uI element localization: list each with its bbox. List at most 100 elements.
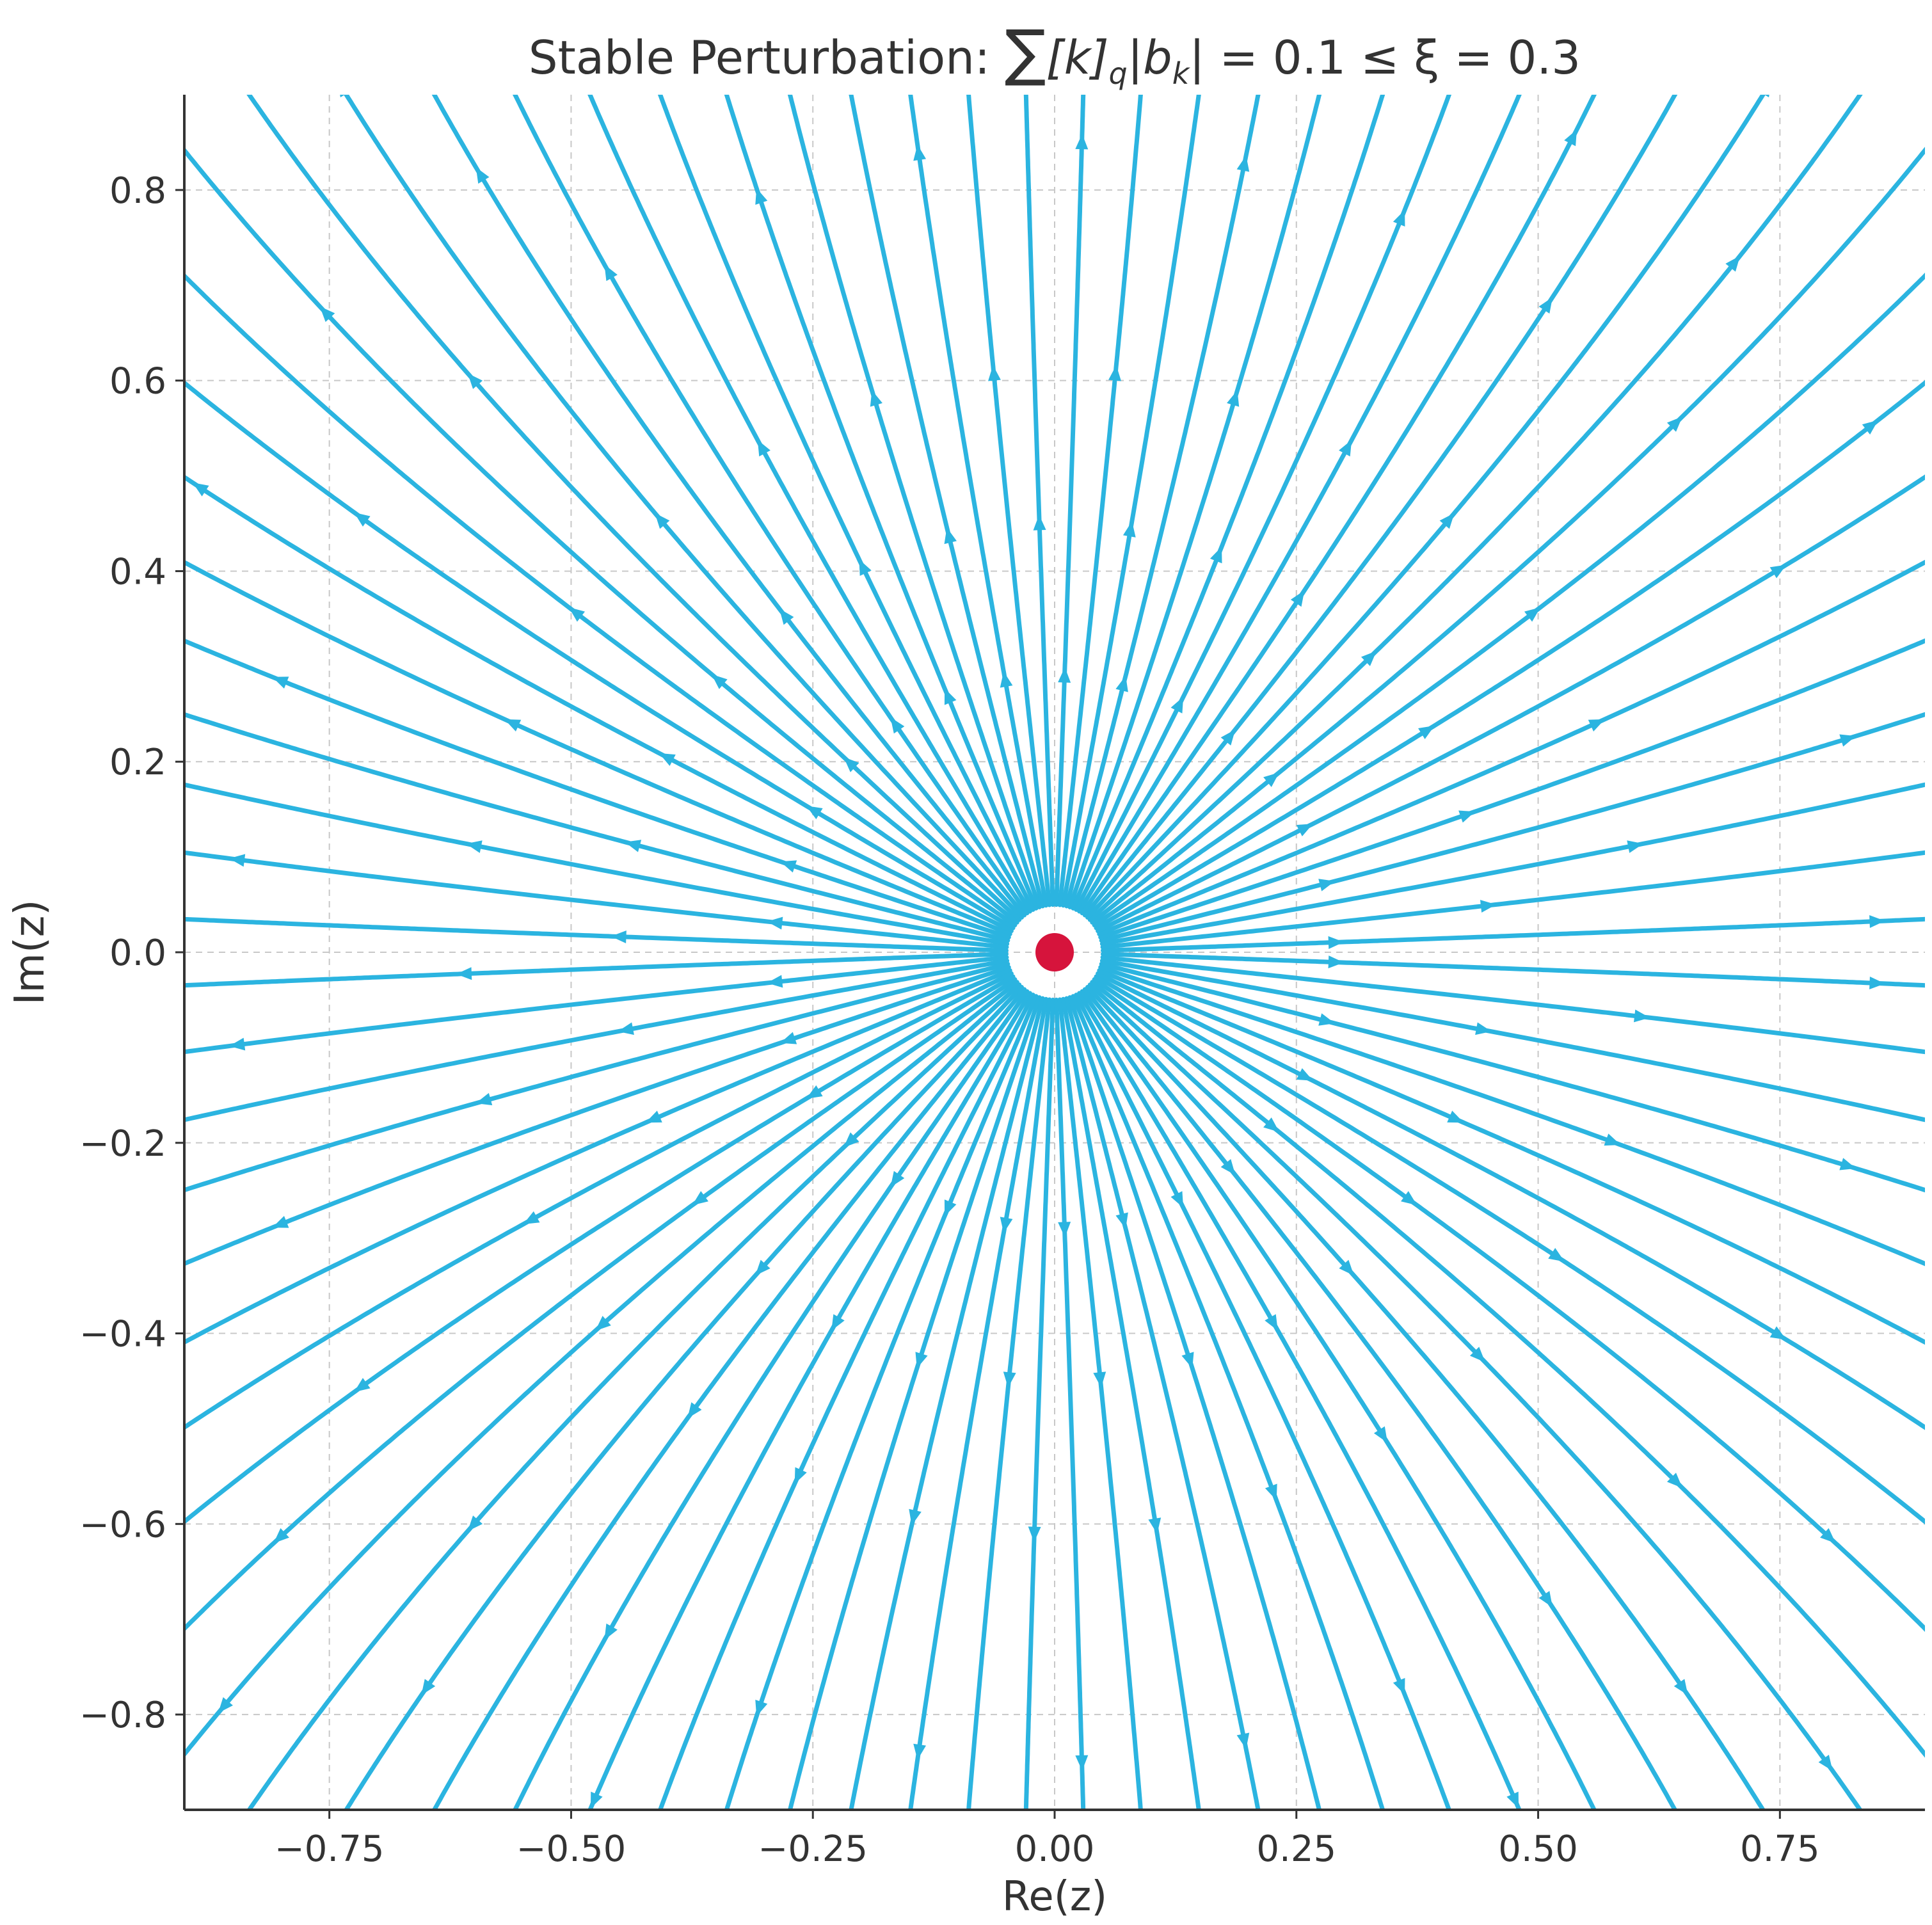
streamline — [849, 95, 1045, 909]
stream-arrow — [229, 854, 246, 867]
stream-arrow — [1564, 129, 1577, 147]
stream-arrow — [1869, 976, 1885, 989]
stream-arrow — [272, 1216, 289, 1228]
streamline — [657, 95, 1035, 912]
stream-arrow — [1328, 955, 1344, 969]
stream-arrow — [272, 676, 289, 689]
y-tick-label: −0.8 — [79, 1695, 166, 1736]
y-tick-label: 0.4 — [109, 551, 166, 593]
chart-title: Stable Perturbation: ∑[k]q|bk| = 0.1 ≤ ξ… — [529, 17, 1581, 91]
streamline — [1092, 273, 1925, 927]
stream-arrow — [319, 306, 335, 323]
stream-arrow — [1093, 1371, 1106, 1388]
y-tick-label: −0.2 — [79, 1123, 166, 1165]
streamlines — [159, 95, 1925, 1810]
streamline — [587, 95, 1032, 914]
y-tick-label: 0.6 — [109, 361, 166, 403]
stream-arrow — [767, 975, 783, 988]
streamline — [1097, 559, 1925, 936]
stream-arrow — [1296, 1068, 1313, 1081]
stream-arrow — [806, 806, 823, 820]
stream-arrow — [1033, 515, 1046, 531]
stream-arrow — [1296, 824, 1313, 836]
streamline — [1080, 989, 1597, 1810]
stream-arrow — [1538, 297, 1553, 314]
stream-arrow — [1538, 1591, 1553, 1608]
stream-arrow — [1339, 1259, 1354, 1276]
streamline — [1100, 850, 1925, 950]
stream-arrow — [755, 1700, 768, 1716]
streamline — [1090, 147, 1925, 925]
x-tick-label: 0.50 — [1498, 1828, 1578, 1870]
stream-arrow — [1170, 696, 1184, 714]
stream-arrow — [1820, 1528, 1836, 1544]
streamline — [1067, 995, 1322, 1810]
stream-arrow — [475, 167, 490, 184]
streamline — [657, 993, 1035, 1810]
stream-arrow — [1373, 1426, 1388, 1443]
streamline — [1064, 996, 1261, 1810]
streamline — [1054, 95, 1086, 907]
stream-arrow — [1627, 840, 1643, 853]
stream-arrow — [1393, 1677, 1405, 1695]
stream-arrow — [1209, 547, 1222, 564]
stream-arrow — [625, 840, 642, 852]
streamline — [184, 968, 1012, 1345]
stream-arrow — [1447, 1110, 1464, 1123]
stream-arrow — [1170, 1191, 1184, 1208]
streamline — [1087, 982, 1863, 1810]
streamline — [184, 273, 1018, 927]
streamline — [1023, 95, 1055, 907]
stream-arrow — [755, 1259, 770, 1276]
stream-arrow — [1328, 936, 1344, 949]
stream-arrow — [467, 373, 483, 389]
streamline — [787, 95, 1042, 909]
stream-arrow — [1000, 1217, 1013, 1233]
streamline — [966, 997, 1052, 1810]
stream-arrow — [1075, 134, 1089, 150]
streamline — [1096, 474, 1925, 934]
stream-arrow — [1263, 1117, 1280, 1133]
stream-arrow — [913, 1743, 927, 1760]
stream-arrow — [1862, 420, 1878, 435]
stream-arrow — [1236, 1732, 1250, 1750]
stream-arrow — [1265, 1314, 1278, 1331]
stream-arrow — [692, 1191, 708, 1206]
stream-arrow — [1220, 729, 1236, 746]
streamline — [246, 982, 1022, 1810]
streamline — [1101, 916, 1925, 953]
streamline — [184, 952, 1009, 988]
streamline — [1094, 974, 1925, 1525]
streamline — [1067, 95, 1322, 909]
streamline — [1085, 985, 1766, 1810]
stream-arrow — [1673, 1679, 1688, 1695]
stream-arrow — [1839, 734, 1856, 747]
streamline — [1064, 95, 1261, 909]
stream-arrow — [1148, 1517, 1162, 1534]
fixed-point-layer — [1035, 933, 1074, 971]
stream-arrow — [1075, 1755, 1089, 1771]
streamline — [966, 95, 1052, 907]
stream-arrow — [1265, 1483, 1277, 1501]
stream-arrow — [354, 512, 371, 527]
stream-arrow — [843, 756, 859, 772]
stream-arrow — [1058, 1222, 1071, 1238]
streamline — [1057, 997, 1143, 1810]
streamline — [1092, 977, 1925, 1632]
stream-arrow — [604, 1623, 618, 1640]
stream-arrow — [1393, 210, 1405, 227]
streamline — [1080, 95, 1597, 916]
stream-arrow — [159, 250, 179, 270]
stream-arrow — [655, 513, 670, 529]
y-tick-label: −0.4 — [79, 1314, 166, 1355]
stream-arrow — [890, 717, 905, 734]
stream-arrow — [909, 1508, 922, 1526]
streamline — [1096, 971, 1925, 1430]
stream-arrow — [1548, 1247, 1565, 1262]
stream-arrow — [1458, 810, 1476, 823]
x-tick-label: 0.25 — [1256, 1828, 1336, 1870]
x-tick-label: 0.75 — [1740, 1828, 1820, 1870]
streamline — [1060, 996, 1201, 1810]
streamline — [1060, 95, 1201, 908]
streamline — [1057, 95, 1143, 907]
